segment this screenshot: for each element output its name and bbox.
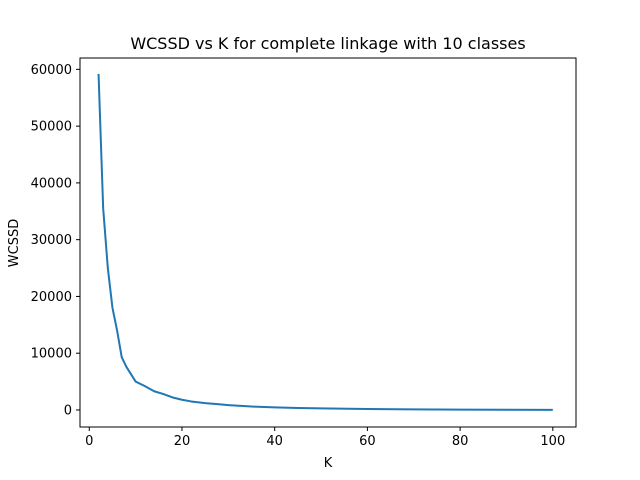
plot-area: [79, 57, 577, 428]
y-tick-label: 10000: [31, 347, 72, 362]
y-axis: 0 10000 20000 30000 40000 50000 60000: [31, 63, 80, 418]
series-layer: [97, 73, 553, 411]
x-tick-label: 20: [174, 434, 191, 449]
x-axis-label: K: [324, 456, 333, 471]
series-line: [97, 73, 553, 411]
y-tick-label: 30000: [31, 233, 72, 248]
x-tick-label: 80: [452, 434, 469, 449]
x-tick-label: 0: [85, 434, 93, 449]
y-tick-label: 50000: [31, 120, 72, 135]
x-axis: 0 20 40 60 80 100: [85, 427, 565, 449]
x-tick-label: 40: [266, 434, 283, 449]
x-tick-label: 60: [359, 434, 376, 449]
x-tick-label: 100: [540, 434, 565, 449]
y-tick-label: 0: [64, 403, 72, 418]
y-tick-label: 60000: [31, 63, 72, 78]
y-tick-label: 20000: [31, 290, 72, 305]
y-tick-label: 40000: [31, 176, 72, 191]
chart-title: WCSSD vs K for complete linkage with 10 …: [130, 34, 525, 53]
y-axis-label: WCSSD: [7, 219, 22, 267]
